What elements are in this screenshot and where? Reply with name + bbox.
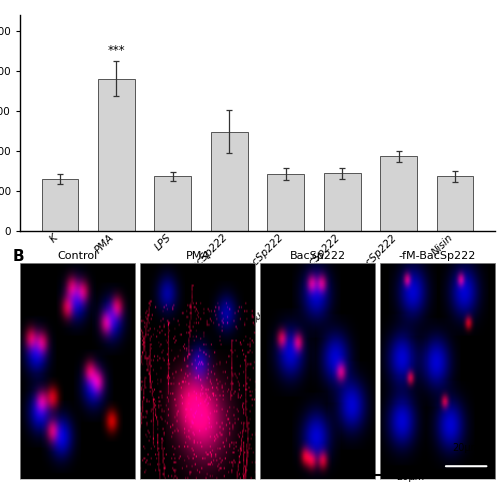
Text: B: B: [12, 249, 24, 264]
Bar: [98, 79, 134, 231]
Bar: [380, 157, 417, 231]
Bar: [42, 179, 78, 231]
Title: PMA: PMA: [186, 251, 210, 261]
Text: ***: ***: [108, 44, 125, 57]
Text: 20μm: 20μm: [452, 443, 480, 453]
Text: 20μm: 20μm: [396, 472, 424, 482]
Bar: [211, 131, 248, 231]
Bar: [436, 176, 474, 231]
Title: Control: Control: [58, 251, 98, 261]
Title: -fM-BacSp222: -fM-BacSp222: [398, 251, 476, 261]
Bar: [154, 176, 191, 231]
Title: BacSp222: BacSp222: [290, 251, 346, 261]
Bar: [324, 173, 360, 231]
Bar: [268, 174, 304, 231]
